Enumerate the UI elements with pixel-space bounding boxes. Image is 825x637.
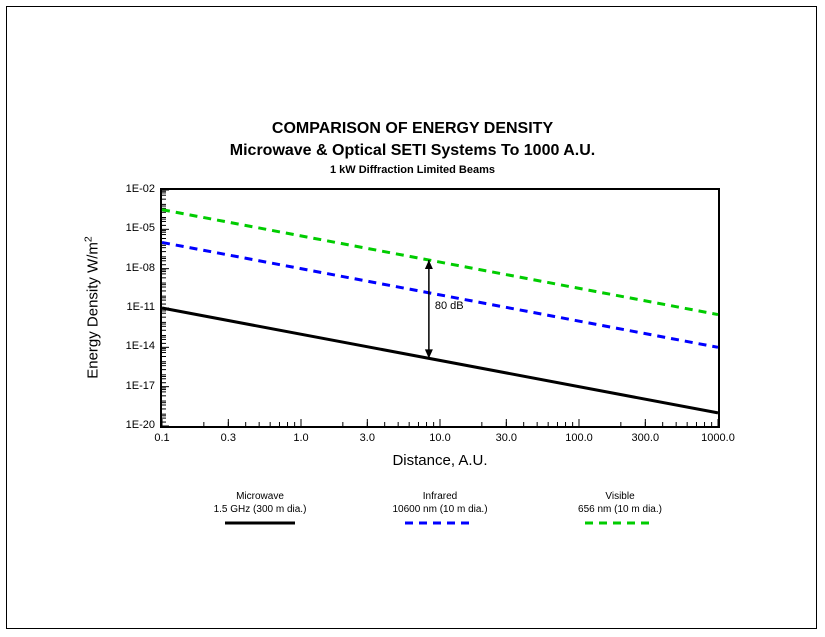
legend-item-visible: Visible656 nm (10 m dia.) [550, 490, 690, 527]
legend-swatch [585, 519, 655, 527]
x-tick-label: 300.0 [615, 432, 675, 444]
legend-swatch [225, 519, 295, 527]
legend-name: Infrared [370, 490, 510, 503]
y-tick-label: 1E-05 [95, 222, 155, 234]
x-axis-label: Distance, A.U. [160, 452, 720, 469]
series-infrared [162, 242, 718, 347]
legend-name: Microwave [190, 490, 330, 503]
y-tick-label: 1E-11 [95, 301, 155, 313]
x-tick-label: 1.0 [271, 432, 331, 444]
legend-item-microwave: Microwave1.5 GHz (300 m dia.) [190, 490, 330, 527]
legend-name: Visible [550, 490, 690, 503]
chart-title-2: Microwave & Optical SETI Systems To 1000… [0, 142, 825, 160]
x-tick-label: 0.3 [198, 432, 258, 444]
annotation-arrow [425, 260, 433, 358]
y-tick-label: 1E-17 [95, 380, 155, 392]
chart-title-1: COMPARISON OF ENERGY DENSITY [0, 120, 825, 138]
legend-item-infrared: Infrared10600 nm (10 m dia.) [370, 490, 510, 527]
x-tick-label: 0.1 [132, 432, 192, 444]
series-visible [162, 210, 718, 315]
x-tick-label: 1000.0 [688, 432, 748, 444]
series-microwave [162, 308, 718, 413]
legend: Microwave1.5 GHz (300 m dia.) Infrared106… [160, 490, 720, 527]
chart-title-3: 1 kW Diffraction Limited Beams [0, 164, 825, 176]
annotation-80db: 80 dB [435, 300, 464, 312]
legend-detail: 656 nm (10 m dia.) [550, 503, 690, 516]
x-tick-label: 10.0 [410, 432, 470, 444]
legend-swatch [405, 519, 475, 527]
legend-detail: 10600 nm (10 m dia.) [370, 503, 510, 516]
y-tick-label: 1E-08 [95, 262, 155, 274]
legend-detail: 1.5 GHz (300 m dia.) [190, 503, 330, 516]
x-tick-label: 30.0 [476, 432, 536, 444]
y-tick-label: 1E-20 [95, 419, 155, 431]
y-tick-label: 1E-02 [95, 183, 155, 195]
x-tick-label: 100.0 [549, 432, 609, 444]
x-tick-label: 3.0 [337, 432, 397, 444]
y-tick-label: 1E-14 [95, 340, 155, 352]
